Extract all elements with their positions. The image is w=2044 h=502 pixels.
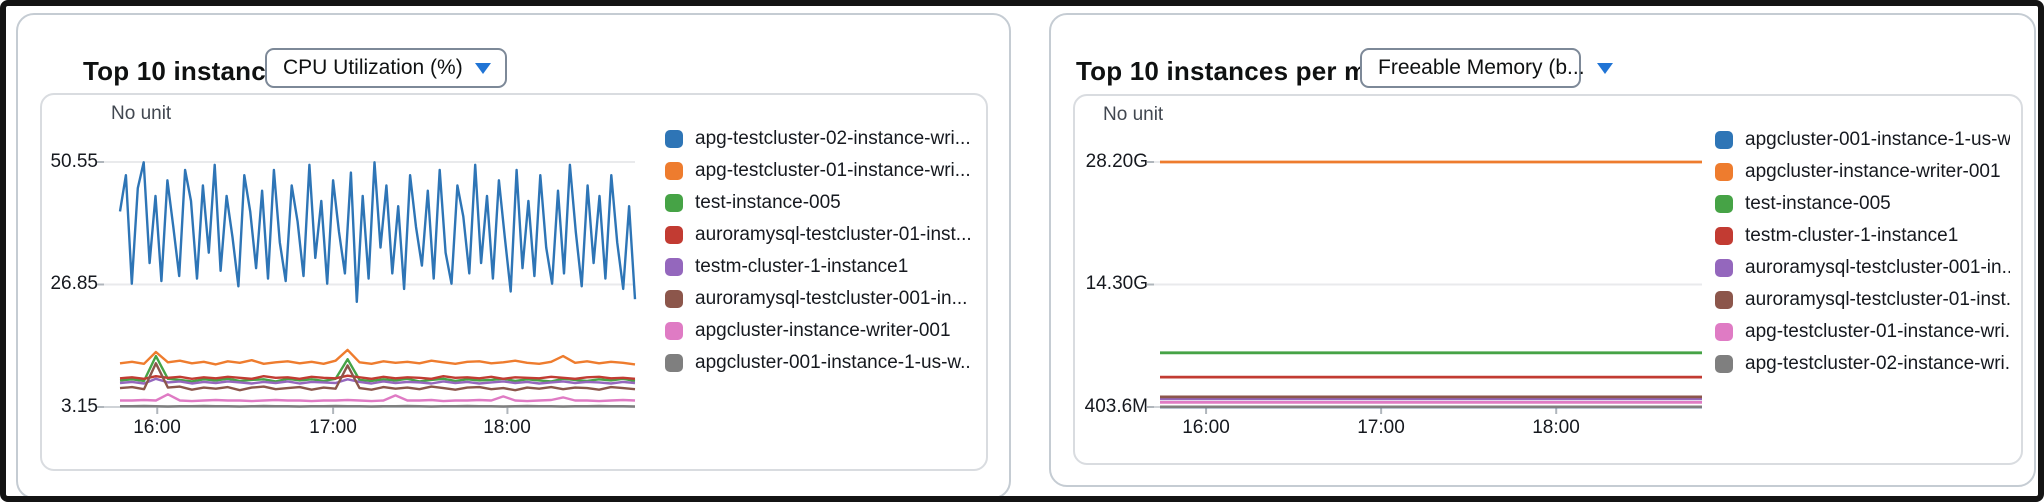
x-axis-tick: 18:00 [1532, 417, 1580, 438]
legend-swatch-icon [665, 354, 683, 372]
unit-label: No unit [1103, 104, 1164, 125]
x-axis-tick: 16:00 [133, 417, 181, 438]
chart-card: No unit 28.20G 14.30G 403.6M 16:00 17:00… [1073, 94, 2023, 465]
y-axis-tick: 403.6M [1084, 396, 1148, 417]
series-line [120, 393, 636, 403]
legend-item[interactable]: apgcluster-001-instance-1-us-w... [665, 352, 970, 374]
x-axis-tick: 18:00 [483, 417, 531, 438]
legend-item[interactable]: apgcluster-001-instance-1-us-w... [1715, 129, 2010, 151]
y-axis-tick: 3.15 [61, 396, 98, 417]
legend-swatch-icon [1715, 131, 1733, 149]
metric-dropdown[interactable]: Freeable Memory (b... [1360, 48, 1613, 88]
legend-label: apgcluster-instance-writer-001 [695, 320, 951, 341]
series-line [119, 377, 636, 385]
legend-label: apg-testcluster-02-instance-wri... [1745, 353, 2010, 374]
legend-swatch-icon [665, 258, 683, 276]
legend-label: auroramysql-testcluster-001-in... [1745, 257, 2010, 278]
legend-item[interactable]: auroramysql-testcluster-001-in... [1715, 257, 2010, 279]
series-line [119, 374, 636, 380]
metric-dropdown-value: Freeable Memory (b... [1378, 56, 1585, 79]
legend-item[interactable]: test-instance-005 [1715, 193, 2010, 215]
y-axis-tick: 50.55 [50, 151, 98, 172]
legend-swatch-icon [1715, 227, 1733, 245]
line-chart[interactable] [42, 95, 990, 473]
y-axis-tick: 26.85 [50, 273, 98, 294]
chart-card: No unit 50.55 26.85 3.15 16:00 17:00 18:… [40, 93, 988, 471]
y-axis-tick: 14.30G [1085, 273, 1148, 294]
legend-swatch-icon [1715, 291, 1733, 309]
legend-swatch-icon [665, 226, 683, 244]
legend-item[interactable]: apg-testcluster-02-instance-wri... [665, 128, 970, 150]
series-line [118, 161, 637, 304]
line-chart[interactable] [1075, 96, 2025, 467]
legend-swatch-icon [1715, 355, 1733, 373]
legend-item[interactable]: testm-cluster-1-instance1 [1715, 225, 2010, 247]
legend-label: apgcluster-001-instance-1-us-w... [695, 352, 970, 373]
series-line [120, 404, 636, 408]
legend-item[interactable]: testm-cluster-1-instance1 [665, 256, 970, 278]
legend-label: apgcluster-instance-writer-001 [1745, 161, 2001, 182]
legend-label: testm-cluster-1-instance1 [1745, 225, 1959, 246]
legend-item[interactable]: apgcluster-instance-writer-001 [1715, 161, 2010, 183]
legend-label: auroramysql-testcluster-001-in... [695, 288, 968, 309]
series-line [119, 362, 636, 392]
x-axis-tick: 17:00 [309, 417, 357, 438]
legend-swatch-icon [1715, 259, 1733, 277]
legend-label: test-instance-005 [1745, 193, 1891, 214]
legend-swatch-icon [665, 130, 683, 148]
legend-swatch-icon [665, 290, 683, 308]
legend-item[interactable]: auroramysql-testcluster-01-inst... [1715, 289, 2010, 311]
chart-legend: apg-testcluster-02-instance-wri... apg-te… [665, 128, 970, 374]
legend-item[interactable]: apgcluster-instance-writer-001 [665, 320, 970, 342]
legend-label: testm-cluster-1-instance1 [695, 256, 909, 277]
legend-item[interactable]: auroramysql-testcluster-001-in... [665, 288, 970, 310]
x-axis-tick: 16:00 [1182, 417, 1230, 438]
chart-legend: apgcluster-001-instance-1-us-w... apgclus… [1715, 129, 2010, 375]
y-axis-tick: 28.20G [1085, 151, 1148, 172]
legend-label: test-instance-005 [695, 192, 841, 213]
legend-label: apg-testcluster-01-instance-wri... [695, 160, 970, 181]
legend-swatch-icon [1715, 195, 1733, 213]
metric-dropdown-value: CPU Utilization (%) [283, 56, 463, 79]
panel-freeable-memory: Top 10 instances per metric Freeable Mem… [1049, 13, 2036, 487]
series-line [119, 348, 636, 366]
legend-label: auroramysql-testcluster-01-inst... [1745, 289, 2010, 310]
legend-item[interactable]: auroramysql-testcluster-01-inst... [665, 224, 970, 246]
legend-label: apgcluster-001-instance-1-us-w... [1745, 129, 2010, 150]
legend-item[interactable]: apg-testcluster-01-instance-wri... [1715, 321, 2010, 343]
metric-dropdown[interactable]: CPU Utilization (%) [265, 48, 507, 88]
legend-label: apg-testcluster-01-instance-wri... [1745, 321, 2010, 342]
legend-swatch-icon [1715, 163, 1733, 181]
legend-item[interactable]: apg-testcluster-01-instance-wri... [665, 160, 970, 182]
legend-swatch-icon [665, 194, 683, 212]
x-axis-tick: 17:00 [1357, 417, 1405, 438]
unit-label: No unit [111, 103, 172, 124]
chevron-down-icon [1596, 62, 1613, 74]
legend-item[interactable]: test-instance-005 [665, 192, 970, 214]
chevron-down-icon [474, 62, 491, 74]
legend-swatch-icon [665, 322, 683, 340]
legend-label: apg-testcluster-02-instance-wri... [695, 128, 970, 149]
series-line [119, 354, 636, 383]
legend-swatch-icon [665, 162, 683, 180]
panel-cpu-utilization: Top 10 instances per metric CPU Utilizat… [16, 13, 1011, 496]
legend-label: auroramysql-testcluster-01-inst... [695, 224, 970, 245]
legend-swatch-icon [1715, 323, 1733, 341]
legend-item[interactable]: apg-testcluster-02-instance-wri... [1715, 353, 2010, 375]
